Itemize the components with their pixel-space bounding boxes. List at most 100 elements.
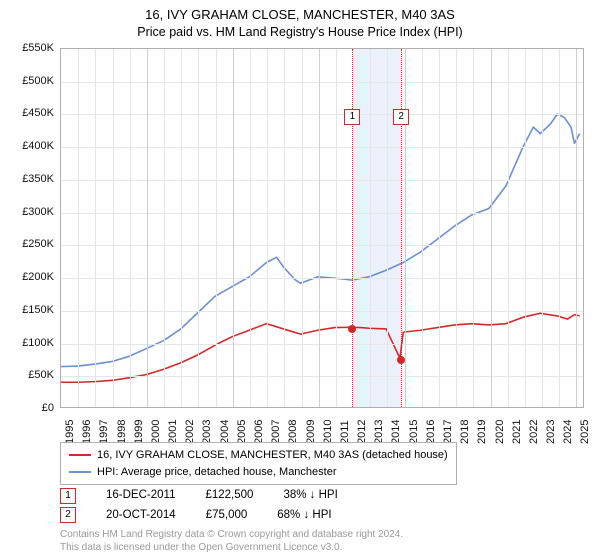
gridline-v <box>456 49 457 407</box>
gridline-v <box>576 49 577 407</box>
x-tick-label: 2012 <box>356 420 368 444</box>
x-tick-label: 2014 <box>390 420 402 444</box>
y-tick-label: £150K <box>22 304 54 316</box>
gridline-h <box>61 311 583 312</box>
gridline-h <box>61 278 583 279</box>
gridline-v <box>473 49 474 407</box>
legend-row-2: HPI: Average price, detached house, Manc… <box>69 464 448 481</box>
gridline-h <box>61 213 583 214</box>
legend-swatch-hpi <box>69 471 91 473</box>
gridline-v <box>78 49 79 407</box>
legend-label-hpi: HPI: Average price, detached house, Manc… <box>97 464 337 481</box>
gridline-v <box>542 49 543 407</box>
y-tick-label: £400K <box>22 140 54 152</box>
x-tick-label: 2018 <box>459 420 471 444</box>
x-tick-label: 2016 <box>425 420 437 444</box>
chart-title: 16, IVY GRAHAM CLOSE, MANCHESTER, M40 3A… <box>0 6 600 24</box>
sale-row-1: 1 16-DEC-2011 £122,500 38% ↓ HPI <box>60 486 338 506</box>
chart-titles: 16, IVY GRAHAM CLOSE, MANCHESTER, M40 3A… <box>0 0 600 40</box>
gridline-v <box>164 49 165 407</box>
series-hpi <box>61 114 580 366</box>
y-tick-label: £200K <box>22 271 54 283</box>
y-tick-label: £50K <box>28 369 54 381</box>
attribution-line1: Contains HM Land Registry data © Crown c… <box>60 528 403 541</box>
sale-date-1: 16-DEC-2011 <box>106 486 175 506</box>
x-tick-label: 1999 <box>133 420 145 444</box>
gridline-v <box>233 49 234 407</box>
x-tick-label: 1996 <box>81 420 93 444</box>
legend-label-price-paid: 16, IVY GRAHAM CLOSE, MANCHESTER, M40 3A… <box>97 447 448 464</box>
gridline-h <box>61 344 583 345</box>
gridline-v <box>491 49 492 407</box>
y-tick-label: £100K <box>22 337 54 349</box>
attribution: Contains HM Land Registry data © Crown c… <box>60 528 403 554</box>
sale-marker-2: 2 <box>60 507 76 523</box>
sale-price-2: £75,000 <box>206 506 248 526</box>
gridline-h <box>61 245 583 246</box>
x-tick-label: 2025 <box>579 420 591 444</box>
x-tick-label: 2019 <box>476 420 488 444</box>
sale-delta-1: 38% ↓ HPI <box>283 486 337 506</box>
x-tick-label: 2021 <box>511 420 523 444</box>
y-tick-label: £0 <box>42 402 54 414</box>
gridline-v <box>387 49 388 407</box>
y-tick-label: £450K <box>22 107 54 119</box>
gridline-v <box>198 49 199 407</box>
sale-dot-2 <box>397 356 405 364</box>
x-tick-label: 2002 <box>184 420 196 444</box>
gridline-v <box>216 49 217 407</box>
x-tick-label: 1995 <box>64 420 76 444</box>
gridline-v <box>250 49 251 407</box>
x-tick-label: 2020 <box>494 420 506 444</box>
y-tick-label: £500K <box>22 75 54 87</box>
gridline-v <box>405 49 406 407</box>
series-svg <box>61 49 583 407</box>
y-tick-label: £550K <box>22 42 54 54</box>
plot-region: 12 <box>60 48 584 408</box>
chart-subtitle: Price paid vs. HM Land Registry's House … <box>0 24 600 41</box>
series-price_paid <box>61 313 580 382</box>
sale-delta-2: 68% ↓ HPI <box>277 506 331 526</box>
gridline-v <box>284 49 285 407</box>
x-tick-label: 2008 <box>287 420 299 444</box>
chart-area: 12 £0£50K£100K£150K£200K£250K£300K£350K£… <box>60 48 584 408</box>
sale-date-2: 20-OCT-2014 <box>106 506 176 526</box>
sales-table: 1 16-DEC-2011 £122,500 38% ↓ HPI 2 20-OC… <box>60 486 338 525</box>
attribution-line2: This data is licensed under the Open Gov… <box>60 541 403 554</box>
x-tick-label: 2017 <box>442 420 454 444</box>
gridline-h <box>61 82 583 83</box>
x-tick-label: 2004 <box>219 420 231 444</box>
sale-marker-box-1: 1 <box>344 109 360 125</box>
sale-vline-2 <box>401 49 402 407</box>
gridline-v <box>181 49 182 407</box>
x-tick-label: 2007 <box>270 420 282 444</box>
sale-vline-1 <box>352 49 353 407</box>
sale-row-2: 2 20-OCT-2014 £75,000 68% ↓ HPI <box>60 506 338 526</box>
sale-dot-1 <box>348 325 356 333</box>
gridline-v <box>439 49 440 407</box>
x-tick-label: 2010 <box>322 420 334 444</box>
x-tick-label: 2009 <box>305 420 317 444</box>
x-tick-label: 2005 <box>236 420 248 444</box>
gridline-v <box>267 49 268 407</box>
gridline-v <box>336 49 337 407</box>
gridline-v <box>302 49 303 407</box>
legend: 16, IVY GRAHAM CLOSE, MANCHESTER, M40 3A… <box>60 442 457 485</box>
x-tick-label: 2011 <box>339 420 351 444</box>
y-tick-label: £250K <box>22 238 54 250</box>
x-tick-label: 2024 <box>562 420 574 444</box>
gridline-v <box>130 49 131 407</box>
x-tick-label: 1998 <box>116 420 128 444</box>
x-tick-label: 1997 <box>98 420 110 444</box>
legend-swatch-price-paid <box>69 454 91 456</box>
gridline-v <box>319 49 320 407</box>
x-tick-label: 2013 <box>373 420 385 444</box>
y-tick-label: £350K <box>22 173 54 185</box>
x-tick-label: 2006 <box>253 420 265 444</box>
x-tick-label: 2003 <box>201 420 213 444</box>
x-tick-label: 2023 <box>545 420 557 444</box>
legend-row-1: 16, IVY GRAHAM CLOSE, MANCHESTER, M40 3A… <box>69 447 448 464</box>
x-tick-label: 2001 <box>167 420 179 444</box>
sale-marker-1: 1 <box>60 488 76 504</box>
gridline-h <box>61 147 583 148</box>
